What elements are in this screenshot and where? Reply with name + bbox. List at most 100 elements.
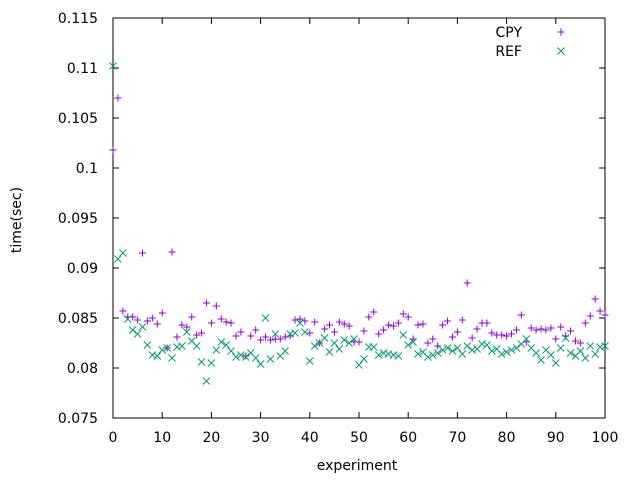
data-point-ref <box>118 249 127 257</box>
data-point-cpy <box>207 319 215 327</box>
data-point-cpy <box>439 321 447 329</box>
data-point-cpy <box>178 321 186 329</box>
data-point-ref <box>355 361 363 369</box>
data-point-ref <box>182 328 191 336</box>
data-point-ref <box>532 349 540 357</box>
data-point-cpy <box>306 329 314 337</box>
data-point-cpy <box>547 324 555 332</box>
data-point-ref <box>453 344 462 352</box>
data-point-ref <box>522 335 531 343</box>
data-point-cpy <box>453 328 461 336</box>
data-point-ref <box>345 339 354 347</box>
data-point-cpy <box>527 324 535 332</box>
data-point-cpy <box>109 146 117 154</box>
data-point-ref <box>556 344 565 352</box>
data-point-ref <box>507 346 516 354</box>
data-point-cpy <box>247 332 255 340</box>
data-point-cpy <box>448 333 456 341</box>
y-tick-label: 0.09 <box>67 261 98 277</box>
data-point-cpy <box>581 319 589 327</box>
data-point-cpy <box>468 334 476 342</box>
data-point-ref <box>438 346 447 354</box>
data-point-cpy <box>424 339 432 347</box>
data-point-cpy <box>557 323 565 331</box>
data-point-ref <box>428 351 437 359</box>
data-point-ref <box>148 351 157 359</box>
x-tick-label: 60 <box>399 430 417 446</box>
data-point-cpy <box>473 325 481 333</box>
data-point-ref <box>350 335 358 343</box>
data-point-cpy <box>232 332 240 340</box>
data-point-ref <box>561 334 570 342</box>
data-point-ref <box>374 351 383 359</box>
data-point-cpy <box>168 248 176 256</box>
data-point-ref <box>241 353 250 361</box>
data-point-ref <box>163 344 171 352</box>
data-point-ref <box>202 377 211 385</box>
data-point-cpy <box>419 320 427 328</box>
data-point-ref <box>448 347 457 355</box>
data-point-ref <box>256 360 265 368</box>
data-point-ref <box>369 343 378 351</box>
data-point-cpy <box>188 313 196 321</box>
data-point-ref <box>173 343 181 351</box>
data-point-cpy <box>399 310 407 318</box>
data-point-ref <box>261 314 270 322</box>
y-tick-label: 0.1 <box>76 161 98 177</box>
data-point-cpy <box>148 314 156 322</box>
data-point-cpy <box>173 333 181 341</box>
data-point-cpy <box>237 328 245 336</box>
data-point-cpy <box>360 327 368 335</box>
data-point-ref <box>271 330 280 338</box>
data-point-ref <box>296 319 304 327</box>
data-point-ref <box>581 354 590 362</box>
data-point-ref <box>487 347 496 355</box>
legend-marker-ref <box>557 47 565 55</box>
data-point-ref <box>212 346 221 354</box>
data-point-cpy <box>143 317 151 325</box>
data-point-ref <box>502 348 511 356</box>
data-point-cpy <box>571 337 579 345</box>
y-tick-label: 0.11 <box>67 61 98 77</box>
data-point-ref <box>222 341 231 349</box>
data-point-ref <box>404 341 413 349</box>
data-point-cpy <box>444 317 452 325</box>
data-point-cpy <box>217 315 225 323</box>
data-point-cpy <box>483 319 491 327</box>
data-point-cpy <box>114 94 122 102</box>
data-point-cpy <box>227 319 235 327</box>
data-point-cpy <box>257 336 265 344</box>
series-ref <box>109 62 609 385</box>
data-point-ref <box>566 349 575 357</box>
data-point-cpy <box>542 326 550 334</box>
data-point-ref <box>591 350 600 358</box>
data-point-ref <box>458 350 467 358</box>
legend: CPY REF <box>495 25 565 60</box>
data-point-cpy <box>596 307 604 315</box>
data-point-cpy <box>458 316 466 324</box>
data-point-ref <box>478 340 486 348</box>
data-point-ref <box>158 346 167 354</box>
x-tick-label: 10 <box>153 430 171 446</box>
data-point-ref <box>424 353 432 361</box>
data-point-ref <box>497 350 506 358</box>
data-point-cpy <box>532 326 540 334</box>
data-point-ref <box>340 336 349 344</box>
data-point-cpy <box>153 320 161 328</box>
data-point-ref <box>409 338 417 346</box>
y-tick-label: 0.105 <box>58 111 98 127</box>
x-tick-label: 90 <box>547 430 565 446</box>
data-point-cpy <box>311 318 319 326</box>
data-point-ref <box>192 342 201 350</box>
data-marks <box>109 62 609 385</box>
data-point-cpy <box>222 318 230 326</box>
y-tick-label: 0.085 <box>58 311 98 327</box>
data-point-cpy <box>139 249 147 257</box>
data-point-ref <box>443 344 452 352</box>
data-point-cpy <box>262 333 270 341</box>
data-point-ref <box>143 341 152 349</box>
data-point-cpy <box>375 330 383 338</box>
data-point-ref <box>123 315 132 323</box>
data-point-cpy <box>183 323 191 331</box>
